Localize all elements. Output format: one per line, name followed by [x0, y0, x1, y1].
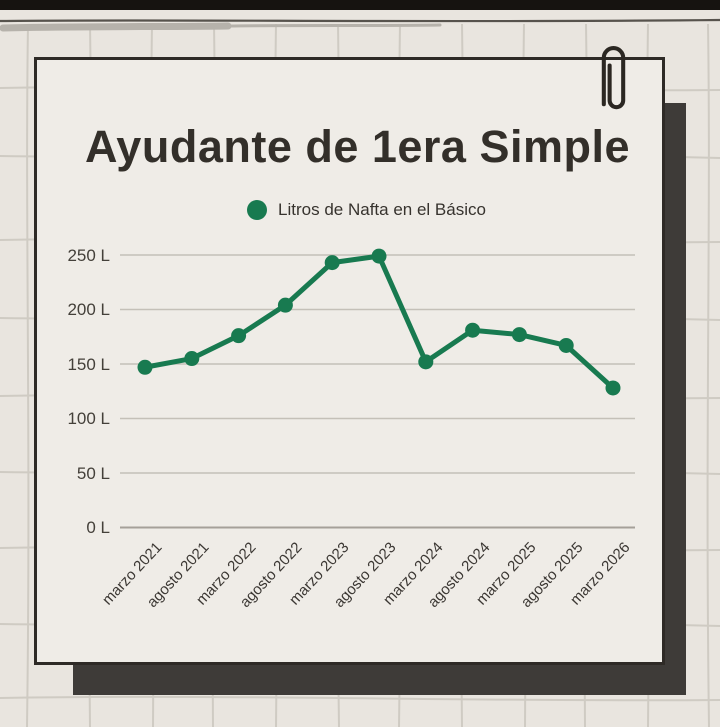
line-chart: 0 L 50 L 100 L 150 L 200 L 250 L marzo 2021 ag…: [34, 237, 665, 662]
legend-marker-icon: [247, 200, 268, 220]
data-point: [137, 359, 153, 375]
grid-texture-line: [0, 22, 232, 32]
paperclip-wire: [601, 46, 626, 110]
data-point: [324, 255, 340, 271]
data-point: [184, 351, 200, 367]
grid-texture-line: [706, 23, 710, 727]
grid-texture-line: [226, 23, 442, 28]
data-point: [231, 328, 247, 344]
legend-label: Litros de Nafta en el Básico: [278, 200, 486, 219]
data-point: [558, 337, 574, 353]
y-tick-label: 100 L: [67, 409, 110, 428]
chart-card: Ayudante de 1era Simple Litros de Nafta …: [34, 57, 665, 665]
paperclip-icon: [601, 46, 626, 110]
series-line: [142, 253, 616, 391]
grid-texture-line: [0, 695, 720, 702]
data-point: [465, 322, 481, 338]
data-point: [371, 248, 387, 264]
y-tick-label: 250 L: [67, 245, 110, 265]
data-point: [511, 327, 527, 343]
plot-area: [120, 248, 635, 529]
y-tick-label: 50 L: [76, 463, 110, 483]
y-tick-label: 150 L: [67, 354, 110, 374]
data-point: [418, 354, 434, 370]
legend: Litros de Nafta en el Básico: [34, 199, 665, 221]
grid-texture-line: [0, 18, 720, 23]
data-point: [605, 380, 621, 396]
chart-title: Ayudante de 1era Simple: [84, 121, 631, 172]
grid-texture-line: [26, 23, 30, 727]
top-black-bar: [0, 0, 720, 10]
y-tick-label: 200 L: [67, 300, 110, 319]
y-tick-label: 0 L: [86, 518, 110, 537]
data-point: [277, 297, 293, 313]
